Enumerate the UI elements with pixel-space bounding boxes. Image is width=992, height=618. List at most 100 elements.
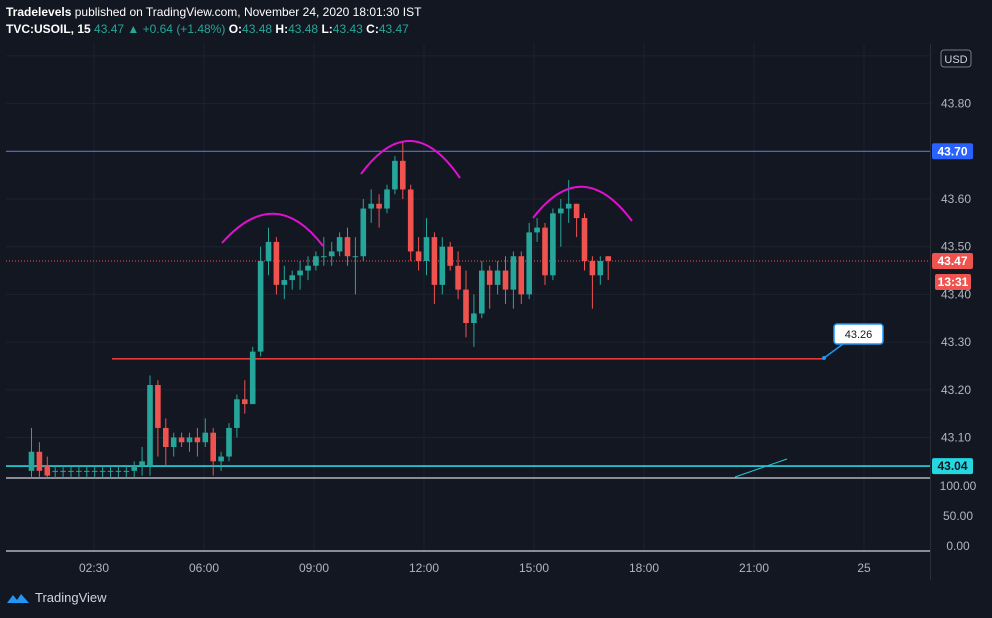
callout-pointer (823, 343, 844, 359)
price-labels: 43.70 43.04 43.47 13:31 (932, 143, 973, 475)
candle (202, 418, 209, 447)
candle (336, 232, 343, 257)
candle (360, 199, 367, 261)
high-value: 43.48 (288, 22, 319, 36)
time-tick-label: 12:00 (409, 561, 439, 575)
candle (502, 256, 509, 304)
candle (163, 418, 169, 467)
candle (194, 427, 201, 457)
price-callout[interactable]: 43.26 (822, 323, 884, 360)
candle (210, 427, 216, 476)
candle (218, 451, 224, 471)
candle (431, 232, 438, 304)
candle (605, 256, 611, 281)
tradingview-logo-icon[interactable] (6, 591, 30, 605)
candle (131, 461, 137, 478)
ohlc-line: TVC:USOIL, 15 43.47 ▲ +0.64 (+1.48%) O:4… (6, 21, 982, 38)
candle (400, 141, 406, 199)
candle (99, 466, 106, 478)
left-shoulder-arc[interactable] (221, 212, 324, 247)
indicator-tick-label: 50.00 (943, 509, 973, 523)
candle (147, 375, 153, 476)
resistance-price-label: 43.70 (937, 144, 967, 158)
candle (344, 227, 351, 266)
candle (565, 179, 572, 223)
time-tick-label: 15:00 (519, 561, 549, 575)
price-tick-label: 43.40 (941, 287, 971, 301)
currency-badge[interactable]: USD (940, 49, 972, 68)
candle (423, 218, 430, 276)
countdown-box (935, 274, 971, 290)
price-tick-label: 43.20 (941, 383, 971, 397)
candle (573, 203, 580, 238)
low-label: L: (321, 22, 333, 36)
candle (123, 466, 130, 478)
current-price-label-box (932, 253, 973, 269)
candle (542, 222, 548, 285)
support-price-label-box (932, 458, 973, 475)
time-tick-label: 25 (857, 561, 871, 575)
candle (368, 189, 374, 223)
candles (28, 141, 611, 478)
candle (60, 466, 66, 478)
currency-label: USD (944, 54, 967, 66)
candle (447, 241, 453, 271)
published-text: published on TradingView.com, November 2… (74, 5, 422, 19)
currency-box (940, 49, 972, 68)
candle (84, 466, 90, 478)
resistance-price-label-box (932, 143, 973, 160)
time-tick-label: 02:30 (79, 561, 109, 575)
open-value: 43.48 (242, 22, 273, 36)
symbol-label[interactable]: TVC:USOIL, 15 (6, 22, 91, 36)
candle (289, 270, 295, 290)
candle (384, 184, 390, 214)
candle (44, 456, 51, 478)
candle (281, 265, 288, 300)
candle (91, 466, 98, 478)
support-price-label: 43.04 (937, 459, 967, 473)
time-axis[interactable]: 02:30 06:00 09:00 12:00 15:00 18:00 21:00 25 (79, 561, 871, 575)
candle (186, 432, 193, 452)
trend-segment[interactable] (734, 458, 788, 478)
candle (52, 466, 58, 478)
price-tick-label: 43.10 (941, 430, 971, 444)
high-label: H: (275, 22, 289, 36)
candle (407, 184, 414, 261)
publish-line: Tradelevels published on TradingView.com… (6, 4, 982, 21)
candle (234, 394, 240, 438)
candle (115, 466, 122, 478)
candle (486, 265, 493, 309)
candle (328, 241, 335, 266)
head-and-shoulders-arcs (221, 140, 633, 247)
candle (139, 447, 145, 476)
chart-header: Tradelevels published on TradingView.com… (6, 4, 982, 38)
author-name[interactable]: Tradelevels (6, 5, 72, 19)
candle (28, 427, 35, 478)
candle (518, 251, 525, 304)
indicator-tick-label: 100.00 (940, 479, 977, 493)
candle (479, 261, 485, 319)
candle (249, 346, 256, 405)
low-value: 43.43 (332, 22, 363, 36)
price-tick-label: 43.30 (941, 335, 971, 349)
time-tick-label: 09:00 (299, 561, 329, 575)
time-tick-label: 21:00 (739, 561, 769, 575)
right-shoulder-arc[interactable] (532, 185, 633, 222)
level-lines (6, 150, 930, 467)
candle (534, 218, 540, 242)
candle (526, 222, 532, 300)
current-price-label: 43.47 (937, 254, 967, 268)
head-arc[interactable] (360, 140, 461, 179)
price-axis[interactable]: 43.9043.8043.7043.6043.5043.4043.3043.20… (941, 49, 971, 445)
indicator-tick-label: 0.00 (946, 539, 970, 553)
candle (439, 237, 446, 295)
candle (510, 251, 517, 309)
brand-name[interactable]: TradingView (35, 590, 107, 605)
callout-anchor (822, 356, 826, 360)
time-tick-label: 18:00 (629, 561, 659, 575)
time-tick-label: 06:00 (189, 561, 219, 575)
candle (107, 466, 114, 478)
candle (558, 199, 564, 247)
callout-label: 43.26 (845, 329, 873, 341)
